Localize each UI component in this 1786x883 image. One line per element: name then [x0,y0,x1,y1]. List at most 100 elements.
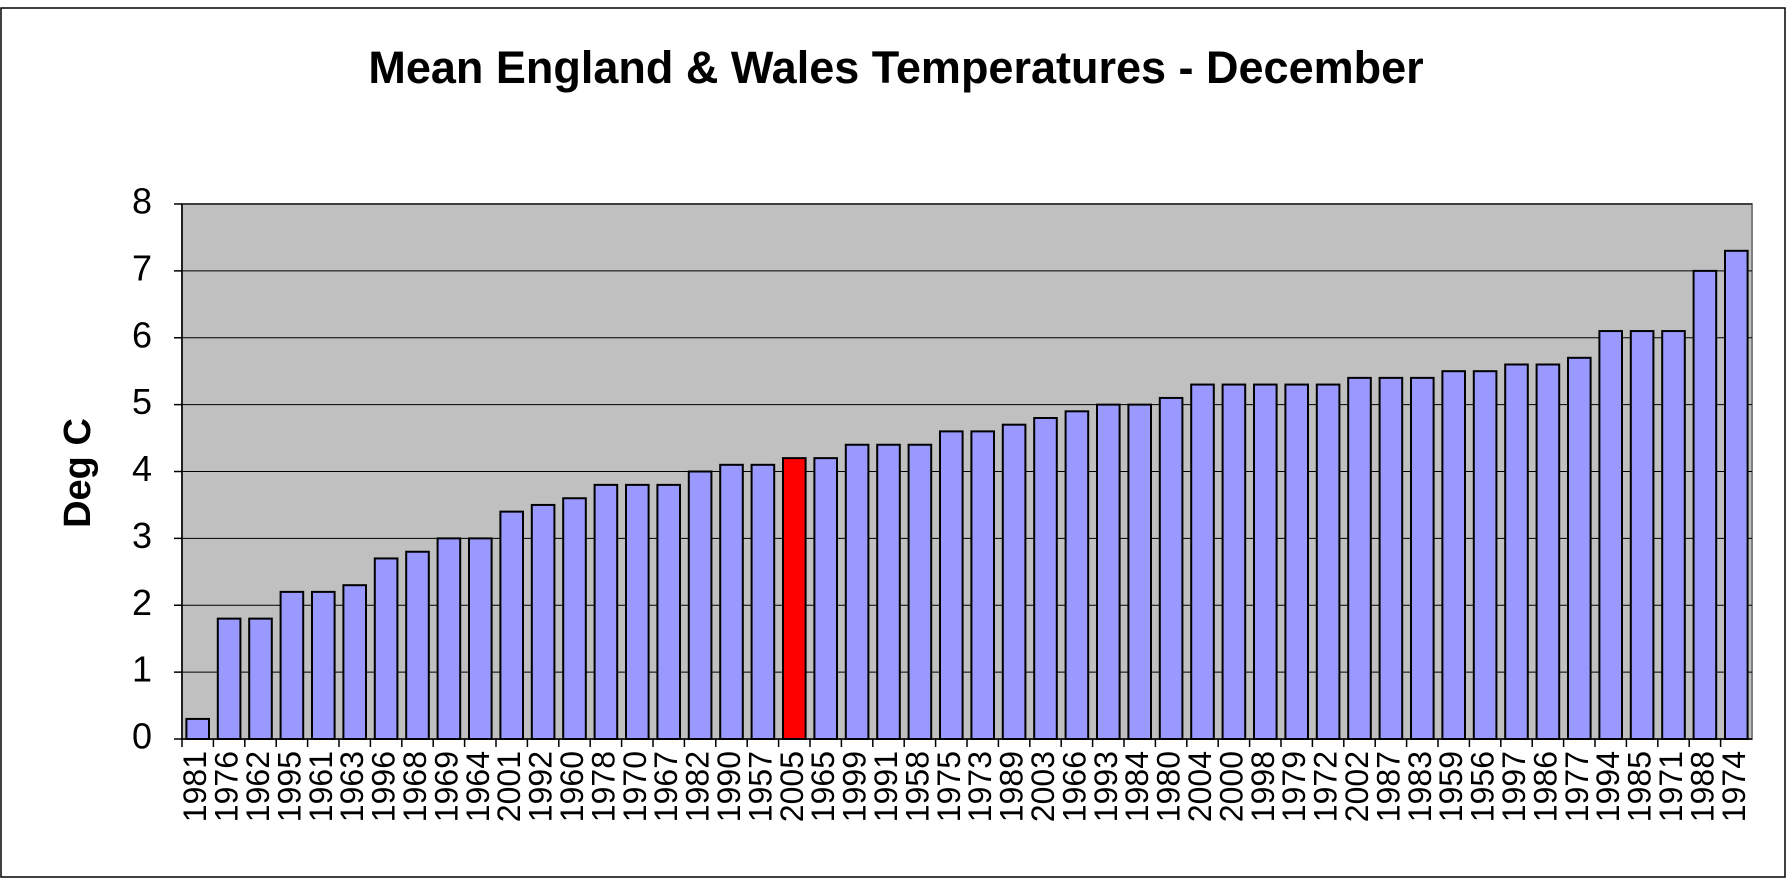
bar [1315,383,1341,740]
x-tick-label: 2001 [491,751,527,822]
x-tick-label: 1968 [397,751,433,822]
bar [1095,403,1121,740]
bar [1064,410,1090,740]
y-tick-label: 6 [132,314,152,355]
bar [530,503,556,740]
bar [1127,403,1153,740]
bar [719,463,744,740]
bar [405,550,430,740]
x-tick-label: 1974 [1716,751,1752,822]
x-tick-label: 1967 [648,751,684,822]
bar [844,443,870,740]
bar [562,497,587,740]
y-axis-label: Deg C [57,418,99,528]
x-tick-label: 2000 [1213,751,1249,822]
bar [1472,370,1498,740]
x-tick-label: 1980 [1151,751,1187,822]
x-tick-label: 1957 [742,751,778,822]
bar [373,557,399,740]
bar [1001,423,1027,740]
bar [750,463,776,740]
y-tick-label: 0 [132,716,152,757]
x-tick-label: 1964 [460,751,496,822]
bar [1284,383,1310,740]
bar [1629,330,1655,740]
bar [593,483,619,740]
bar [310,590,336,740]
x-tick-label: 1971 [1653,751,1689,822]
x-tick-label: 1985 [1622,751,1658,822]
bar [1504,363,1529,740]
x-tick-label: 1960 [554,751,590,822]
x-tick-label: 2003 [1025,751,1061,822]
x-tick-label: 2002 [1339,751,1375,822]
x-tick-label: 1962 [240,751,276,822]
x-tick-label: 1999 [837,751,873,822]
x-tick-label: 1977 [1559,751,1595,822]
x-tick-label: 2005 [774,751,810,822]
bar [1409,376,1435,740]
x-tick-label: 2004 [1182,751,1218,822]
bar [1347,376,1372,740]
bar [813,457,839,740]
x-tick-label: 1991 [868,751,904,822]
x-tick-label: 1993 [1088,751,1124,822]
bar [876,443,901,740]
x-tick-label: 1976 [209,751,245,822]
x-tick-label: 1959 [1433,751,1469,822]
x-tick-label: 1972 [1308,751,1344,822]
y-tick-label: 8 [132,181,152,222]
bar [1566,356,1592,740]
y-tick-label: 4 [132,448,152,489]
x-tick-label: 1970 [617,751,653,822]
chart-title: Mean England & Wales Temperatures - Dece… [368,42,1423,93]
bar [467,537,493,740]
bar [1158,396,1184,740]
y-tick-label: 7 [132,247,152,288]
bar [1661,330,1686,740]
x-tick-label: 1996 [366,751,402,822]
x-tick-label: 1973 [962,751,998,822]
x-tick-label: 1992 [523,751,559,822]
bar [656,483,682,740]
x-tick-label: 1995 [271,751,307,822]
bar [624,483,650,740]
x-tick-label: 1958 [899,751,935,822]
bar [1723,249,1749,740]
bar [1441,370,1467,740]
x-tick-label: 1987 [1370,751,1406,822]
x-tick-label: 1966 [1056,751,1092,822]
bar [1692,269,1718,740]
bar [687,470,713,740]
bar [279,590,305,740]
x-tick-label: 1988 [1684,751,1720,822]
x-tick-label: 1989 [994,751,1030,822]
bar [1535,363,1561,740]
bar [342,584,368,740]
bar [907,443,933,740]
x-tick-label: 1983 [1402,751,1438,822]
bar [1378,376,1404,740]
x-tick-label: 1969 [428,751,464,822]
x-tick-label: 1982 [680,751,716,822]
bar [185,717,211,740]
x-tick-label: 1981 [177,751,213,822]
bar [499,510,525,740]
x-tick-label: 1978 [585,751,621,822]
bar [216,617,242,740]
bar [938,430,964,740]
x-tick-label: 1994 [1590,751,1626,822]
x-tick-label: 1956 [1465,751,1501,822]
bar [1598,330,1624,740]
x-tick-label: 1979 [1276,751,1312,822]
x-tick-label: 1986 [1527,751,1563,822]
bar [1033,417,1058,740]
bar [248,617,273,740]
bar [781,457,807,740]
x-tick-label: 1998 [1245,751,1281,822]
y-tick-label: 3 [132,515,152,556]
y-tick-label: 1 [132,649,152,690]
bar [970,430,996,740]
x-tick-label: 1975 [931,751,967,822]
